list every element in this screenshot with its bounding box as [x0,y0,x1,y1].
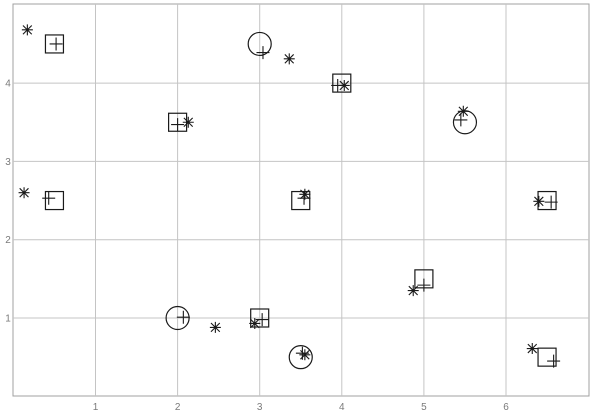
y-tick-label: 3 [5,157,11,168]
plus-marker [547,354,561,368]
square-marker [537,190,557,211]
data-markers [18,24,561,370]
asterisk-marker [18,187,30,199]
asterisk-marker [533,195,545,207]
asterisk-marker [283,53,295,65]
x-tick-label: 6 [503,402,509,413]
plus-marker [171,118,185,132]
square-marker [250,308,270,328]
asterisk-marker [209,321,221,333]
circle-marker [165,305,190,331]
x-tick-label: 1 [93,402,99,413]
plus-marker [42,191,56,205]
asterisk-marker [299,349,311,361]
square-marker [44,190,65,211]
circle-marker [247,31,272,57]
asterisk-marker [249,317,261,329]
x-tick-label: 3 [257,402,263,413]
y-tick-label: 4 [5,79,11,90]
asterisk-marker [526,343,538,355]
square-marker [44,34,65,54]
y-tick-label: 2 [5,235,11,246]
plus-marker [454,113,468,127]
circle-marker [288,345,313,370]
x-tick-label: 4 [339,402,345,413]
plus-marker [49,37,63,51]
asterisk-marker [338,79,350,91]
x-tick-label: 5 [421,402,427,413]
plus-marker [255,313,269,327]
square-marker [332,73,352,93]
plus-marker [256,46,270,60]
plus-marker [176,310,190,324]
asterisk-marker [299,188,311,200]
asterisk-marker [457,105,469,117]
square-marker [291,190,311,211]
square-marker [537,347,557,367]
asterisk-marker [407,285,419,297]
x-tick-label: 2 [175,402,181,413]
circle-marker [452,110,478,135]
asterisk-marker [182,116,194,128]
plus-marker [417,278,431,292]
asterisk-marker [21,24,33,36]
plus-marker [544,195,558,209]
grid-lines [13,4,589,396]
tick-labels: 1 2 3 4 5 6 1 2 3 4 [5,79,509,413]
plot-area-frame [12,3,590,397]
y-tick-label: 1 [5,314,11,325]
